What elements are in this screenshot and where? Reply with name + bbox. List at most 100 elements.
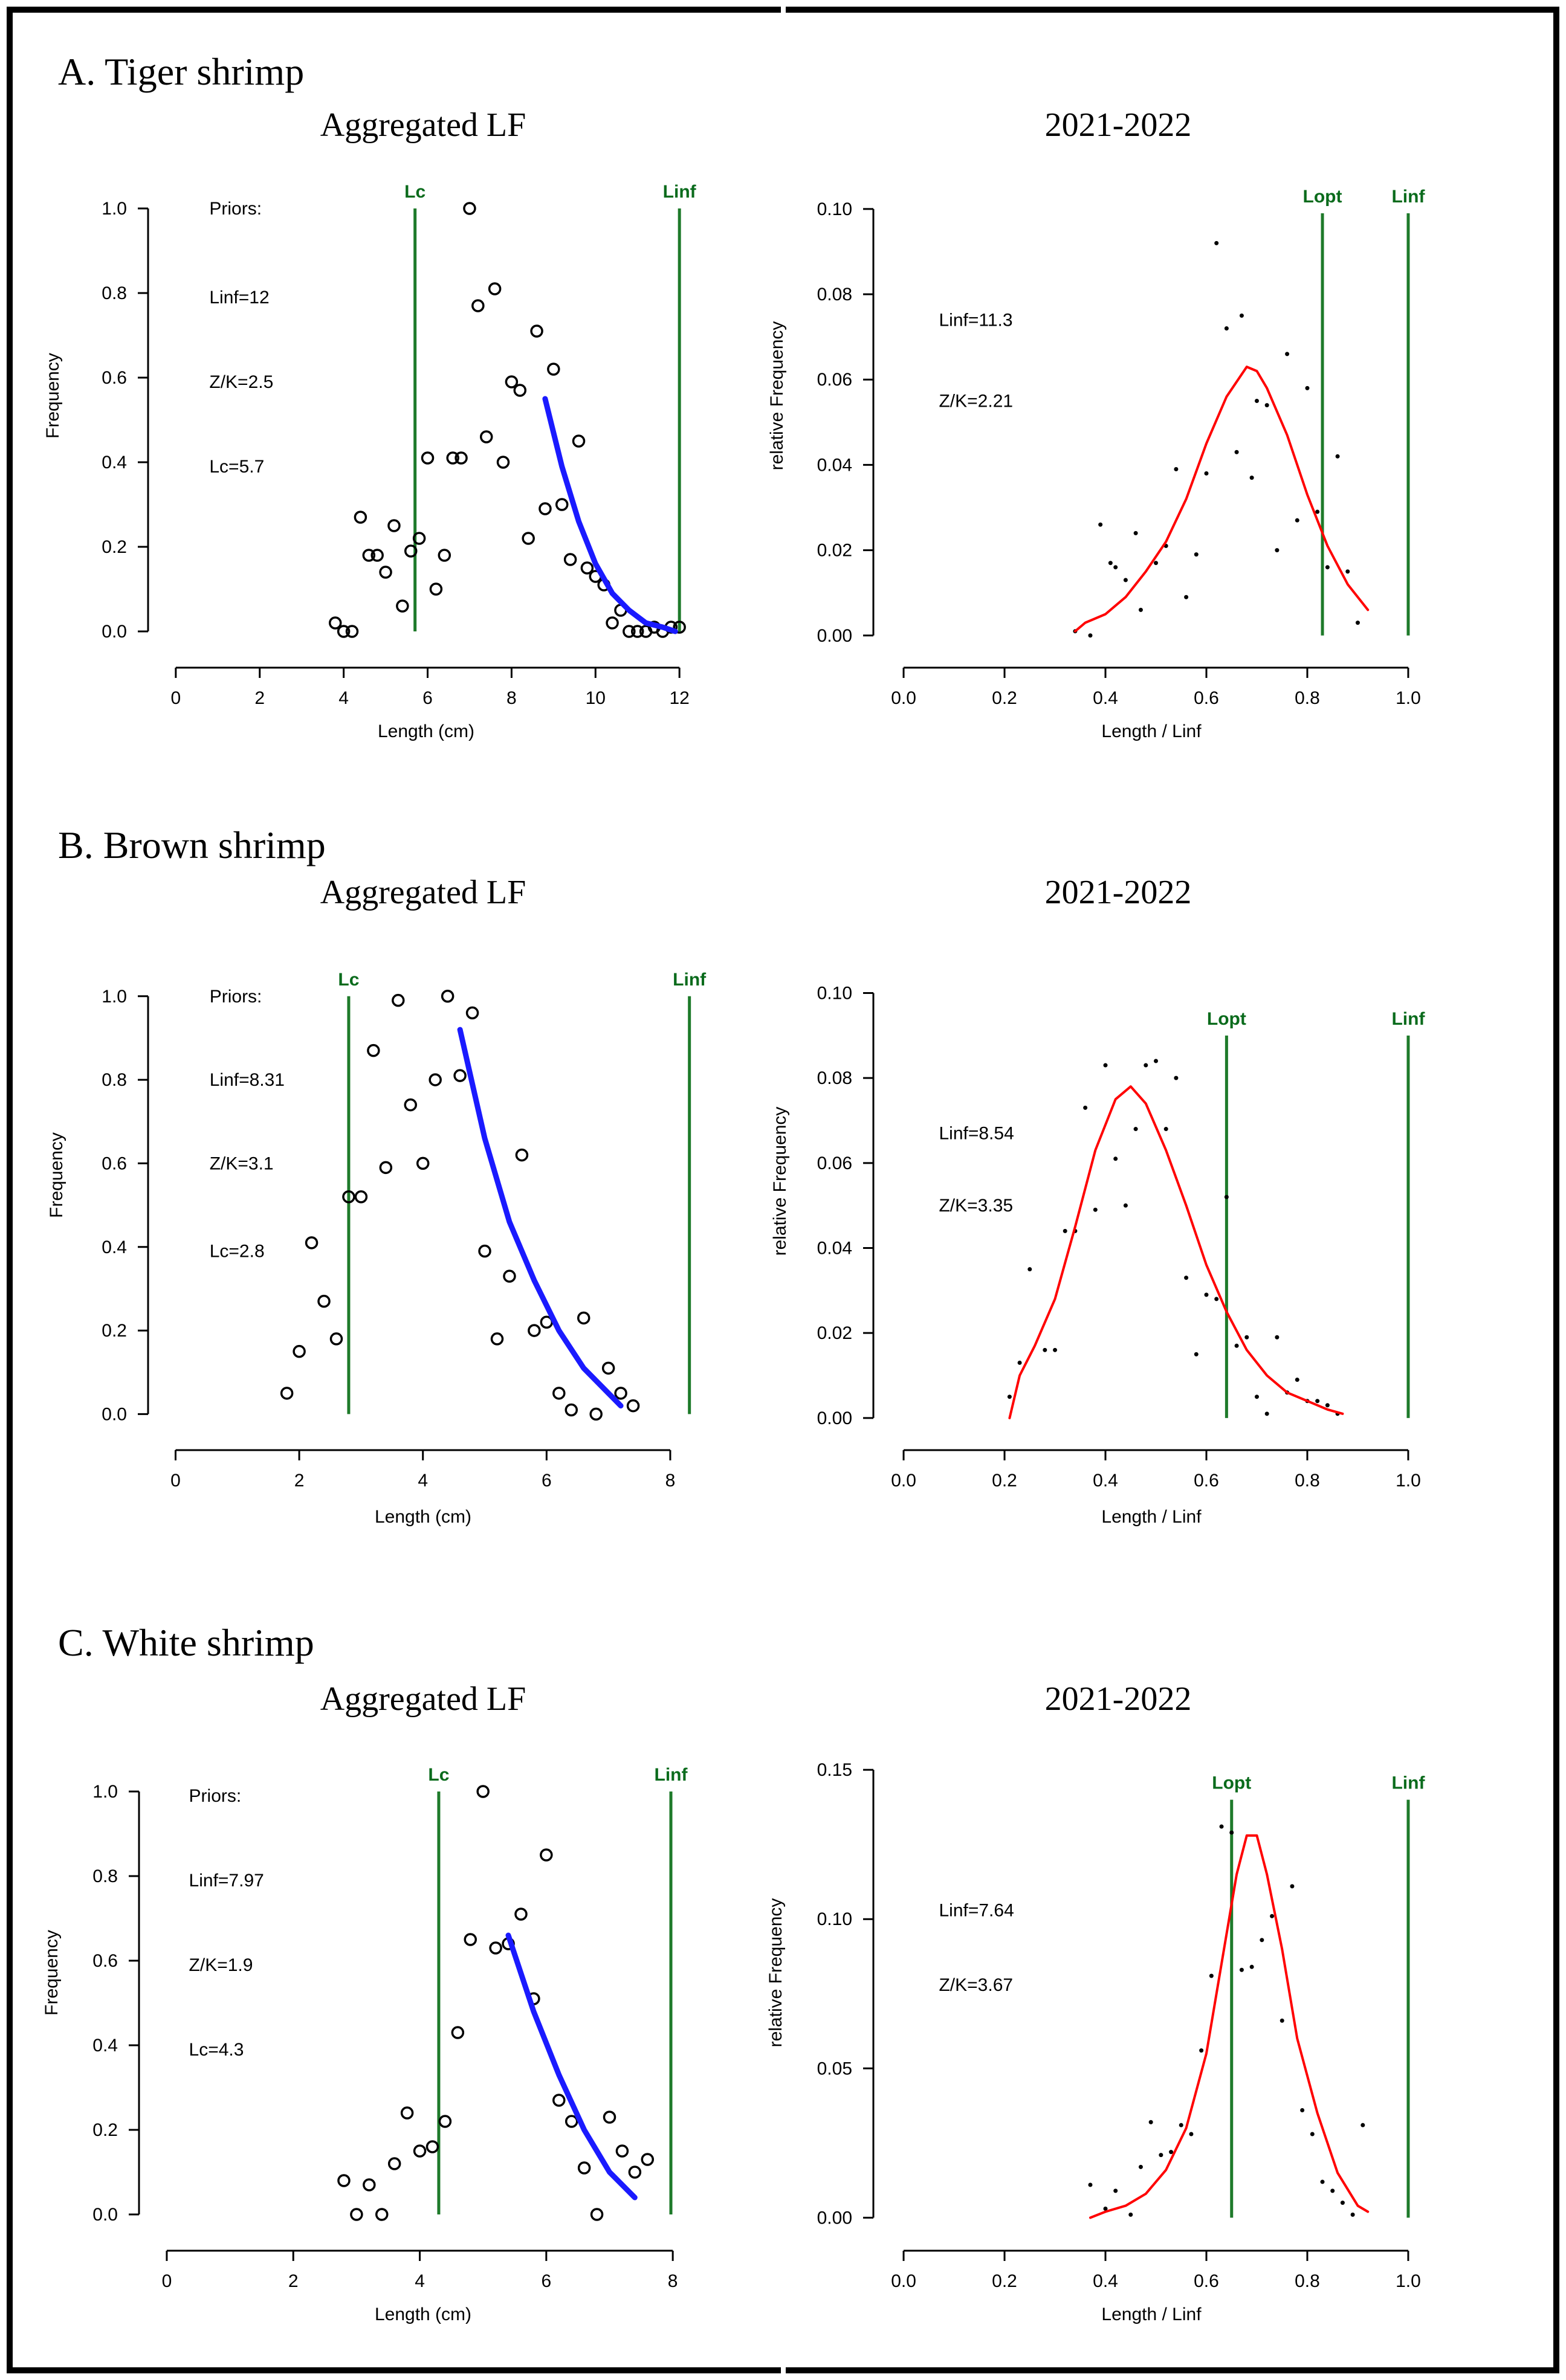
panel-title: 2021-2022 (1045, 1680, 1192, 1718)
x-axis-label: Length / Linf (1101, 1507, 1202, 1527)
x-tick-label: 1.0 (1396, 1471, 1421, 1491)
x-tick-label: 0.0 (891, 2271, 916, 2291)
data-point (590, 2208, 604, 2221)
data-point (413, 2144, 427, 2158)
data-point (1234, 1343, 1239, 1348)
data-point (1270, 1914, 1275, 1918)
x-tick-label: 0.2 (992, 2271, 1017, 2291)
data-point (478, 1244, 491, 1258)
data-point (451, 2026, 465, 2039)
x-axis-label: Length (cm) (378, 721, 474, 741)
y-tick-label: 0.4 (102, 453, 127, 472)
data-point (1174, 466, 1179, 471)
data-point (1290, 1884, 1295, 1889)
x-tick-label: 1.0 (1396, 2271, 1421, 2291)
axis-ticks: 0.0 0.2 0.4 0.6 0.8 1.0 0.00 0.02 0.04 0.06 0.08 0.… (817, 199, 1421, 708)
y-tick-label: 0.6 (102, 1153, 127, 1173)
data-point (522, 532, 535, 545)
y-tick-label: 0.0 (92, 2205, 118, 2225)
x-tick-label: 0.0 (891, 1471, 916, 1491)
panel-title: 2021-2022 (1045, 874, 1192, 911)
data-point (1053, 1347, 1058, 1352)
y-tick-label: 0.8 (102, 1070, 127, 1090)
data-point (589, 1407, 603, 1421)
x-tick-label: 12 (669, 688, 689, 708)
data-point (1123, 1203, 1128, 1208)
data-point (328, 616, 342, 630)
data-point (337, 625, 351, 638)
data-point (1295, 1378, 1299, 1382)
annotation: Z/K=1.9 (189, 1955, 253, 1975)
data-point (626, 1399, 640, 1413)
bottom-divider-mark (781, 2359, 786, 2380)
panel-tiger-relative-frequency: 2021-2022 0.0 0.2 0.4 0.6 0.8 1.0 0.00 0.02 0.04… (767, 106, 1425, 741)
data-point (446, 451, 459, 465)
fitted-curve (505, 1932, 638, 2201)
data-point (565, 1403, 578, 1417)
data-point (1007, 1395, 1012, 1399)
data-point (1239, 313, 1244, 318)
data-point (1088, 633, 1093, 638)
data-point (1194, 1352, 1199, 1356)
data-point (615, 2144, 629, 2158)
fitted-curve (1073, 366, 1370, 633)
data-points (1007, 1059, 1340, 1416)
x-tick-label: 4 (415, 2271, 425, 2291)
x-axis-label: Length (cm) (375, 1507, 471, 1527)
panel-title: Aggregated LF (320, 874, 526, 911)
x-tick-label: 0.6 (1194, 1471, 1219, 1491)
y-tick-label: 1.0 (92, 1782, 118, 1802)
data-point (1330, 2188, 1335, 2193)
y-tick-label: 0.4 (92, 2036, 118, 2056)
data-point (630, 625, 644, 638)
data-point (453, 1069, 467, 1082)
x-tick-label: 1.0 (1396, 688, 1421, 708)
data-point (623, 625, 636, 638)
y-tick-label: 0.2 (102, 1321, 127, 1341)
y-tick-label: 0.04 (817, 455, 852, 475)
data-point (673, 621, 686, 634)
x-tick-label: 0.6 (1194, 688, 1219, 708)
data-point (1083, 1105, 1088, 1110)
data-point (392, 993, 405, 1007)
x-tick-label: 0 (170, 1471, 181, 1491)
marker-lines: Lc Linf (404, 182, 697, 631)
axis-ticks: 0 2 4 6 8 10 12 0.0 0.2 0.4 0.6 0.8 1.0 (102, 199, 690, 708)
data-point (1254, 399, 1259, 404)
panel-tiger-lf: Aggregated LF 0 2 4 6 8 10 12 0.0 0.2 0.4 0.6 0.8 1.… (43, 106, 697, 741)
data-point (1063, 1228, 1067, 1233)
data-point (354, 511, 367, 524)
annotation: Linf=12 (209, 288, 269, 308)
data-point (1249, 476, 1254, 480)
annotation: Lc=2.8 (210, 1242, 265, 1262)
data-point (1305, 385, 1310, 390)
data-point (1144, 1063, 1148, 1068)
data-point (1128, 2212, 1133, 2217)
data-point (572, 434, 586, 448)
data-point (455, 451, 468, 465)
data-point (1043, 1347, 1047, 1352)
data-point (293, 1344, 306, 1358)
y-tick-label: 0.6 (102, 368, 127, 388)
panel-brown-lf: Aggregated LF 0 2 4 6 8 0.0 0.2 0.4 0.6 0.8 1.0 Lc… (47, 874, 707, 1527)
data-point (429, 582, 443, 596)
annotation: Linf=8.31 (210, 1070, 285, 1090)
marker-label-lc: Lc (338, 970, 359, 990)
y-tick-label: 0.06 (817, 370, 852, 390)
panel-title: Aggregated LF (320, 1680, 526, 1718)
data-point (1224, 1195, 1229, 1199)
marker-label-lc: Lc (428, 1765, 449, 1785)
marker-label-linf: Linf (673, 970, 707, 990)
x-tick-label: 0.8 (1295, 1471, 1320, 1491)
data-point (1138, 607, 1143, 612)
data-point (1315, 509, 1320, 514)
fit-annotations: Linf=11.3 Z/K=2.21 (939, 310, 1013, 411)
data-point (1260, 1938, 1264, 1943)
data-point (1249, 1964, 1254, 1969)
data-point (1163, 1127, 1168, 1132)
annotation: Linf=7.64 (939, 1900, 1014, 1920)
fitted-curve (542, 396, 678, 634)
data-point (362, 549, 376, 562)
x-tick-label: 0.8 (1295, 688, 1320, 708)
data-point (577, 1311, 590, 1325)
